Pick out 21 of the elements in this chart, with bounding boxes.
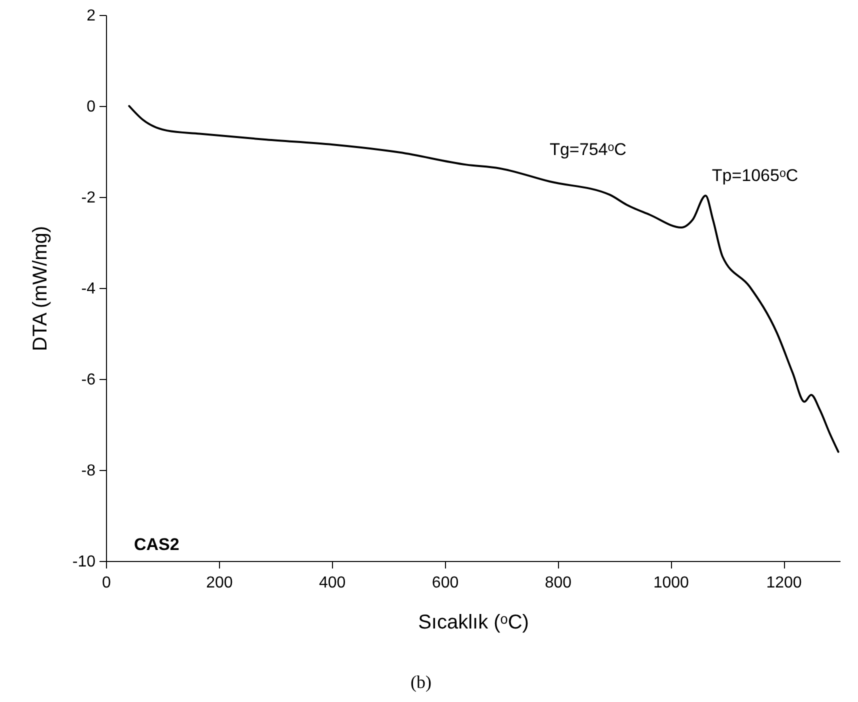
y-tick-label: -2 [81, 190, 96, 206]
y-tick-label: -6 [81, 372, 96, 388]
x-axis-title: Sıcaklık (ᵒC) [418, 612, 529, 634]
x-tick-label: 200 [206, 574, 233, 592]
annotation: Tp=1065ᵒC [712, 166, 798, 185]
y-tick-label: 0 [86, 98, 96, 116]
y-tick-label: 2 [86, 8, 96, 24]
x-tick-label: 600 [432, 574, 459, 592]
line-series [128, 105, 840, 453]
x-tick-label: 0 [102, 574, 112, 592]
x-tick-label: 1200 [766, 574, 802, 592]
x-tick-label: 400 [318, 574, 346, 592]
y-tick-label: -8 [81, 462, 96, 480]
annotation: Tg=754ᵒC [550, 140, 626, 159]
x-tick-label: 1000 [653, 574, 690, 592]
y-tick-label: -10 [72, 554, 96, 570]
x-tick-label: 800 [544, 574, 572, 592]
text: (b) [410, 672, 432, 692]
y-axis-title: DTA (mW/mg) [29, 226, 52, 352]
annotation: CAS2 [134, 535, 180, 554]
y-tick-label: -4 [81, 280, 96, 298]
